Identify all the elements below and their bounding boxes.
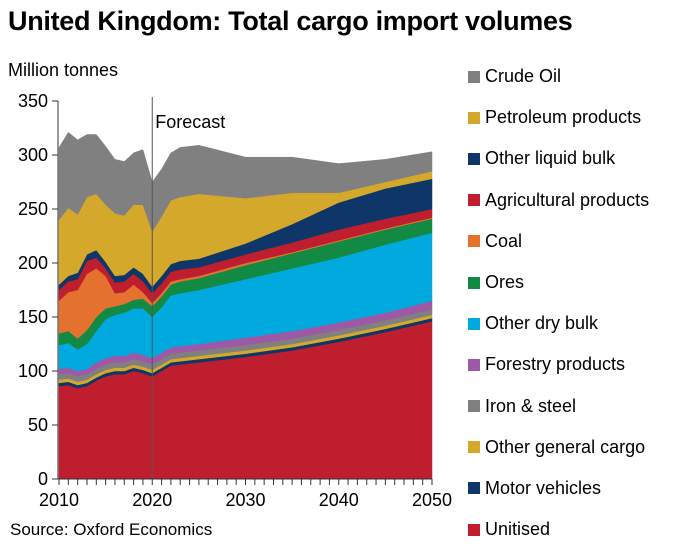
x-tick-label: 2030 xyxy=(225,490,265,510)
area-layers xyxy=(58,131,433,480)
y-tick-label: 100 xyxy=(18,361,48,381)
y-axis-label: Million tonnes xyxy=(8,60,119,80)
legend-swatch xyxy=(468,441,480,454)
legend-label: Other liquid bulk xyxy=(485,148,616,169)
legend-item-agricultural-products: Agricultural products xyxy=(468,180,649,221)
legend-swatch xyxy=(468,482,480,495)
x-tick-label: 2010 xyxy=(39,490,79,510)
legend-item-unitised: Unitised xyxy=(468,509,649,550)
source-note: Source: Oxford Economics xyxy=(10,520,213,539)
legend-swatch xyxy=(468,152,480,165)
legend-swatch xyxy=(468,523,480,536)
forecast-label: Forecast xyxy=(155,112,225,132)
legend-item-motor-vehicles: Motor vehicles xyxy=(468,468,649,509)
x-tick-label: 2020 xyxy=(132,490,172,510)
y-tick-label: 150 xyxy=(18,307,48,327)
y-tick-label: 350 xyxy=(18,91,48,111)
legend-label: Other general cargo xyxy=(485,436,646,457)
legend-label: Petroleum products xyxy=(485,107,642,128)
chart-title: United Kingdom: Total cargo import volum… xyxy=(8,6,573,36)
y-tick-label: 50 xyxy=(28,415,48,435)
legend: Crude Oil Petroleum products Other liqui… xyxy=(468,56,649,550)
legend-label: Other dry bulk xyxy=(485,313,599,334)
x-tick-label: 2040 xyxy=(319,490,359,510)
legend-label: Motor vehicles xyxy=(485,477,602,498)
legend-swatch xyxy=(468,235,480,248)
legend-label: Crude Oil xyxy=(485,66,562,87)
legend-item-iron-steel: Iron & steel xyxy=(468,386,649,427)
y-tick-label: 0 xyxy=(38,469,48,489)
legend-item-petroleum-products: Petroleum products xyxy=(468,97,649,138)
x-axis: 2010 2020 2030 2040 2050 xyxy=(39,478,452,510)
legend-item-ores: Ores xyxy=(468,262,649,303)
legend-swatch xyxy=(468,358,480,371)
x-tick-label: 2050 xyxy=(412,490,452,510)
legend-item-crude-oil: Crude Oil xyxy=(468,56,649,97)
legend-label: Forestry products xyxy=(485,354,626,375)
legend-item-other-general-cargo: Other general cargo xyxy=(468,427,649,468)
legend-item-coal: Coal xyxy=(468,221,649,262)
y-tick-label: 200 xyxy=(18,253,48,273)
legend-item-other-dry-bulk: Other dry bulk xyxy=(468,303,649,344)
y-tick-label: 300 xyxy=(18,145,48,165)
legend-label: Ores xyxy=(485,272,525,293)
legend-item-other-liquid-bulk: Other liquid bulk xyxy=(468,138,649,179)
legend-swatch xyxy=(468,276,480,289)
y-tick-label: 250 xyxy=(18,199,48,219)
legend-swatch xyxy=(468,194,480,207)
legend-swatch xyxy=(468,400,480,413)
legend-swatch xyxy=(468,70,480,83)
y-axis: 0 50 100 150 200 250 300 350 xyxy=(18,91,59,489)
legend-swatch xyxy=(468,111,480,124)
legend-label: Unitised xyxy=(485,519,551,540)
legend-swatch xyxy=(468,317,480,330)
legend-label: Agricultural products xyxy=(485,189,650,210)
legend-item-forestry-products: Forestry products xyxy=(468,344,649,385)
legend-label: Iron & steel xyxy=(485,395,577,416)
legend-label: Coal xyxy=(485,230,523,251)
